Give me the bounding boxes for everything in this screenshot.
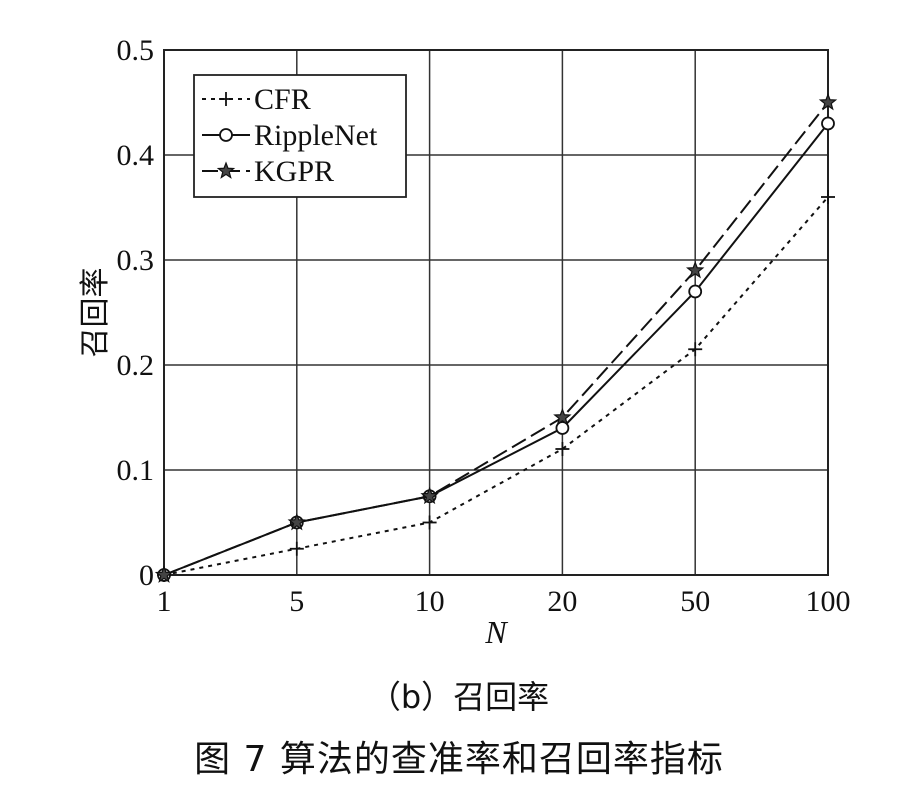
data-point-ripplenet <box>555 421 570 435</box>
data-point-kgpr <box>420 486 439 505</box>
y-axis-ticks: 0 0.1 0.2 0.3 0.4 0.5 <box>117 34 155 592</box>
figure-caption: 图 7 算法的查准率和召回率指标 <box>194 739 724 780</box>
y-axis-label: 召回率 <box>78 268 113 358</box>
legend-marker <box>219 92 233 106</box>
data-point-kgpr <box>287 512 307 531</box>
legend-marker <box>219 128 233 142</box>
legend-entry-ripplenet: RippleNet <box>202 119 378 152</box>
data-point-kgpr <box>685 260 705 279</box>
x-tick-label: 5 <box>289 585 304 618</box>
legend-label: RippleNet <box>254 119 378 152</box>
series-layer <box>154 92 838 583</box>
x-tick-label: 10 <box>415 585 445 618</box>
series-kgpr <box>154 92 838 583</box>
legend-entry-kgpr: KGPR <box>202 155 334 188</box>
legend-label: CFR <box>254 83 311 116</box>
data-point-cfr <box>289 541 304 556</box>
legend-label: KGPR <box>254 155 334 188</box>
data-point-cfr <box>422 515 437 530</box>
y-tick-label: 0.2 <box>117 349 155 382</box>
data-point-kgpr <box>154 565 174 583</box>
y-tick-label: 0.3 <box>117 244 155 277</box>
data-point-cfr <box>688 342 703 357</box>
subfigure-caption: （b）召回率 <box>368 678 550 716</box>
x-tick-label: 1 <box>157 585 172 618</box>
plot-area-frame <box>163 49 829 576</box>
y-tick-label: 0.5 <box>117 34 155 67</box>
recall-line-chart: 0 0.1 0.2 0.3 0.4 0.5 1 5 10 20 50 100 CFRRippleNe… <box>78 34 851 650</box>
data-point-ripplenet <box>821 116 835 131</box>
x-tick-label: 50 <box>680 585 710 618</box>
y-tick-label: 0.4 <box>117 139 155 172</box>
y-tick-label: 0.1 <box>117 454 155 487</box>
series-line-kgpr <box>163 101 829 576</box>
x-tick-label: 20 <box>547 585 577 618</box>
data-point-cfr <box>555 442 570 456</box>
legend-marker <box>216 161 236 179</box>
data-point-kgpr <box>553 407 572 426</box>
legend-entry-cfr: CFR <box>202 83 311 116</box>
x-tick-label: 100 <box>806 585 851 618</box>
x-axis-label: N <box>484 614 508 650</box>
x-axis-ticks: 1 5 10 20 50 100 <box>157 585 851 618</box>
y-tick-label: 0 <box>139 559 154 592</box>
data-point-ripplenet <box>688 284 703 299</box>
data-point-cfr <box>821 190 835 204</box>
data-point-kgpr <box>818 92 838 111</box>
series-cfr <box>157 190 835 582</box>
series-line-cfr <box>163 196 829 576</box>
